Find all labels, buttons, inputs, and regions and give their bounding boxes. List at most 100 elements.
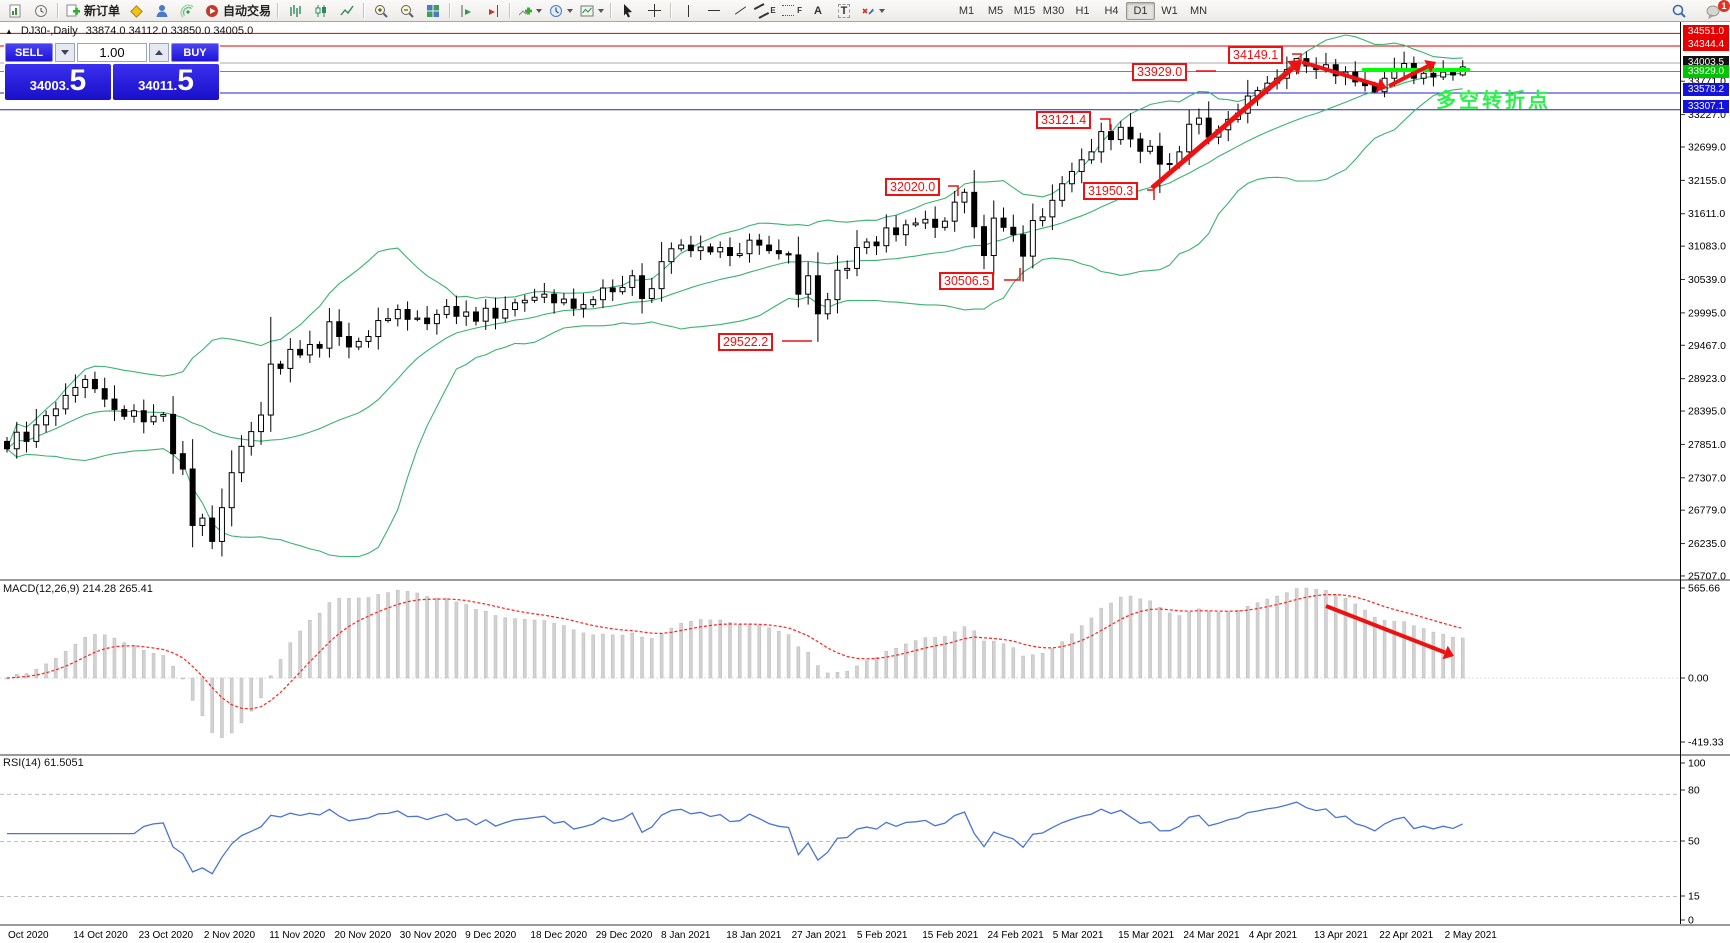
callout-connector [1100, 118, 1111, 130]
price-callout[interactable]: 30506.5 [939, 272, 995, 290]
tile-windows-icon [427, 4, 440, 17]
date-tick-label: 13 Apr 2021 [1314, 930, 1368, 941]
templates-button[interactable] [576, 1, 607, 20]
new-order-button[interactable]: 新订单 [62, 1, 123, 20]
sell-price-dot: . [65, 78, 70, 93]
axis-tick-label: 565.66 [1688, 583, 1720, 595]
date-tick-label: 29 Dec 2020 [596, 930, 653, 941]
metaeditor-button[interactable] [123, 1, 149, 20]
autotrading-label: 自动交易 [223, 4, 272, 18]
buy-price-big-digit: 5 [177, 64, 194, 97]
trendline-tool-button[interactable] [727, 1, 753, 20]
timeframe-m5[interactable]: M5 [987, 4, 1004, 17]
sell-price: 34003 [29, 78, 66, 93]
timeframe-mn[interactable]: MN [1189, 4, 1208, 17]
trend-arrow[interactable] [1150, 65, 1295, 190]
zoom-in-button[interactable] [368, 1, 394, 20]
price-callout[interactable]: 31950.3 [1083, 182, 1139, 200]
channel-tool-button[interactable]: E [753, 1, 779, 20]
pane-separator[interactable] [0, 754, 1730, 756]
symbol-period-label: DJ30-,Daily [20, 25, 78, 37]
arrows-caret-icon [879, 8, 886, 13]
bollinger-middle [6, 72, 1463, 450]
price-callout[interactable]: 29522.2 [718, 333, 774, 351]
cursor-icon [624, 3, 633, 17]
axis-tick-label: 32155.0 [1688, 175, 1726, 187]
price-callout[interactable]: 32020.0 [885, 178, 941, 196]
axis-tick-label: 30539.0 [1688, 274, 1726, 286]
trend-arrow-head [1424, 59, 1436, 73]
pane-separator[interactable] [0, 924, 1730, 926]
trend-arrow[interactable] [1325, 604, 1446, 655]
zoom-out-button[interactable] [394, 1, 420, 20]
trend-arrow[interactable] [1301, 60, 1379, 88]
stepper-down-icon [61, 50, 69, 55]
auto-scroll-button[interactable] [454, 1, 480, 20]
expert-advisors-button[interactable] [149, 1, 175, 20]
horizontal-line-icon [708, 10, 721, 11]
axis-tick-label: 15 [1688, 891, 1700, 903]
autotrading-button[interactable]: 自动交易 [201, 1, 274, 20]
trend-arrow-head [1375, 78, 1387, 93]
volume-input[interactable]: 1.00 [77, 43, 147, 62]
vertical-line-tool-button[interactable] [675, 1, 701, 20]
timeframe-m15[interactable]: M15 [1013, 4, 1036, 17]
tile-windows-button[interactable] [420, 1, 446, 20]
label-tool-button[interactable]: T [831, 1, 857, 20]
chart-shift-button[interactable] [480, 1, 506, 20]
fibonacci-tool-button[interactable]: F [779, 1, 805, 20]
channel-icon [754, 2, 770, 19]
arrows-tool-button[interactable] [857, 1, 888, 20]
timeframe-m1[interactable]: M1 [958, 4, 975, 17]
volume-increase-button[interactable] [149, 43, 169, 62]
axis-tick-label: 80 [1688, 785, 1700, 797]
pane-separator[interactable] [0, 579, 1730, 581]
date-tick-label: Oct 2020 [8, 930, 49, 941]
arrows-icon [862, 7, 874, 15]
buy-button[interactable]: BUY [171, 43, 219, 62]
price-callout[interactable]: 33121.4 [1036, 111, 1092, 129]
trendline-icon [734, 6, 746, 15]
new-chart-button[interactable] [2, 1, 28, 20]
sell-price-tile[interactable]: 34003. 5 [5, 64, 111, 100]
notifications-button[interactable]: 1 [1700, 0, 1730, 20]
horizontal-line-tool-button[interactable] [701, 1, 727, 20]
buy-price: 34011 [138, 78, 174, 93]
text-tool-button[interactable]: A [805, 1, 831, 20]
sell-button[interactable]: SELL [5, 43, 53, 62]
timeframe-d1[interactable]: D1 [1126, 1, 1155, 20]
macd-histogram [5, 587, 1465, 738]
timeframe-w1[interactable]: W1 [1161, 4, 1178, 17]
timeframe-m30[interactable]: M30 [1042, 4, 1065, 17]
timeframe-h4[interactable]: H4 [1104, 4, 1119, 17]
axis-tick-label: -419.33 [1688, 737, 1724, 749]
indicators-button[interactable] [514, 1, 545, 20]
axis-tick-label: 28923.0 [1688, 373, 1726, 385]
trend-arrow[interactable] [1388, 64, 1429, 88]
axis-tick-label: 31083.0 [1688, 241, 1726, 253]
cursor-tool-button[interactable] [615, 1, 641, 20]
axis-tick-label: 0 [1688, 915, 1694, 927]
price-callout[interactable]: 34149.1 [1228, 46, 1284, 64]
bar-chart-icon [290, 4, 301, 17]
toolbar: 新订单 自动交易 E F A T M1 M5 M15 M30 H1 H4 D1 W1 MN 1 [0, 0, 1730, 22]
signal-button[interactable] [175, 1, 201, 20]
buy-price-tile[interactable]: 34011. 5 [113, 64, 219, 100]
candle-chart-button[interactable] [308, 1, 334, 20]
volume-decrease-button[interactable] [55, 43, 75, 62]
line-chart-button[interactable] [334, 1, 360, 20]
periods-button[interactable] [545, 1, 576, 20]
bollinger-upper [6, 34, 1463, 450]
profiles-button[interactable] [28, 1, 54, 20]
date-tick-label: 27 Jan 2021 [792, 930, 847, 941]
trend-arrow-head [1442, 645, 1454, 660]
date-tick-label: 24 Mar 2021 [1183, 930, 1240, 941]
search-button[interactable] [1666, 1, 1692, 20]
date-tick-label: 14 Oct 2020 [73, 930, 128, 941]
crosshair-tool-button[interactable] [641, 1, 667, 20]
date-tick-label: 18 Dec 2020 [530, 930, 587, 941]
price-callout[interactable]: 33929.0 [1132, 63, 1188, 81]
timeframe-h1[interactable]: H1 [1075, 4, 1090, 17]
bar-chart-button[interactable] [282, 1, 308, 20]
